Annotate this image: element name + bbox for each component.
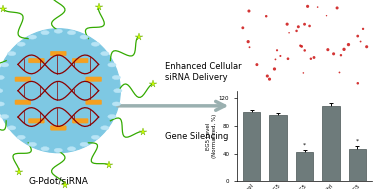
Circle shape: [80, 35, 88, 39]
FancyBboxPatch shape: [72, 119, 88, 123]
Point: [302, 23, 308, 26]
Circle shape: [0, 75, 5, 80]
Text: *: *: [356, 139, 359, 144]
Point: [337, 71, 343, 74]
Circle shape: [0, 102, 5, 106]
Point: [311, 56, 317, 59]
Point: [302, 49, 308, 52]
Circle shape: [0, 115, 9, 119]
Point: [297, 44, 303, 47]
FancyBboxPatch shape: [86, 77, 102, 81]
Point: [355, 35, 361, 38]
FancyBboxPatch shape: [50, 51, 66, 56]
Point: [254, 63, 260, 66]
Y-axis label: EG5 Level
(Normalized, %): EG5 Level (Normalized, %): [206, 114, 217, 158]
Circle shape: [108, 115, 116, 119]
Point: [240, 26, 246, 29]
Point: [315, 6, 321, 9]
Circle shape: [8, 126, 16, 130]
Bar: [243, 112, 260, 181]
Text: G-Pdot/siRNA: G-Pdot/siRNA: [28, 176, 88, 185]
Bar: [323, 106, 340, 181]
Circle shape: [41, 31, 49, 35]
Point: [277, 54, 284, 57]
Circle shape: [28, 142, 36, 146]
Circle shape: [112, 102, 120, 106]
Point: [286, 31, 292, 34]
Point: [247, 46, 253, 49]
Circle shape: [67, 31, 76, 35]
Point: [325, 48, 331, 51]
Circle shape: [114, 89, 122, 93]
Point: [346, 43, 352, 46]
Bar: [296, 152, 313, 181]
Point: [355, 82, 361, 85]
Point: [300, 71, 306, 74]
Point: [308, 57, 314, 60]
Point: [331, 52, 337, 55]
Circle shape: [101, 126, 109, 130]
Point: [295, 25, 301, 28]
Point: [360, 27, 366, 30]
Point: [284, 23, 290, 26]
Circle shape: [17, 135, 25, 139]
Circle shape: [112, 75, 120, 80]
Point: [306, 24, 312, 27]
Circle shape: [28, 35, 36, 39]
Bar: [349, 149, 366, 181]
Point: [364, 45, 370, 48]
Point: [273, 58, 279, 61]
Point: [285, 57, 291, 60]
Point: [299, 45, 305, 48]
Ellipse shape: [0, 29, 120, 153]
FancyBboxPatch shape: [72, 58, 88, 63]
Point: [271, 67, 277, 70]
Point: [338, 54, 344, 57]
Point: [264, 74, 270, 77]
Circle shape: [80, 142, 88, 146]
Circle shape: [41, 147, 49, 151]
Circle shape: [108, 63, 116, 67]
Point: [358, 40, 364, 43]
Circle shape: [8, 52, 16, 56]
Point: [334, 6, 340, 9]
Point: [341, 48, 347, 51]
Text: Gene Silencing: Gene Silencing: [165, 132, 229, 141]
FancyBboxPatch shape: [29, 119, 44, 123]
FancyBboxPatch shape: [29, 58, 44, 63]
Point: [245, 40, 251, 43]
FancyBboxPatch shape: [50, 126, 66, 130]
Point: [263, 15, 269, 18]
Circle shape: [54, 148, 62, 152]
Bar: [270, 115, 287, 181]
FancyBboxPatch shape: [15, 77, 31, 81]
Text: Enhanced Cellular
siRNA Delivery: Enhanced Cellular siRNA Delivery: [165, 62, 242, 81]
FancyBboxPatch shape: [15, 100, 31, 105]
Point: [246, 9, 252, 12]
Point: [294, 29, 300, 33]
Circle shape: [91, 42, 100, 46]
Circle shape: [0, 89, 3, 93]
Circle shape: [67, 147, 76, 151]
Point: [305, 5, 311, 8]
Point: [267, 78, 273, 81]
Text: *: *: [303, 143, 306, 148]
FancyBboxPatch shape: [86, 100, 102, 105]
Circle shape: [101, 52, 109, 56]
Circle shape: [17, 42, 25, 46]
Circle shape: [91, 135, 100, 139]
Circle shape: [0, 63, 9, 67]
Circle shape: [54, 29, 62, 33]
Point: [274, 49, 280, 52]
Point: [323, 14, 329, 17]
